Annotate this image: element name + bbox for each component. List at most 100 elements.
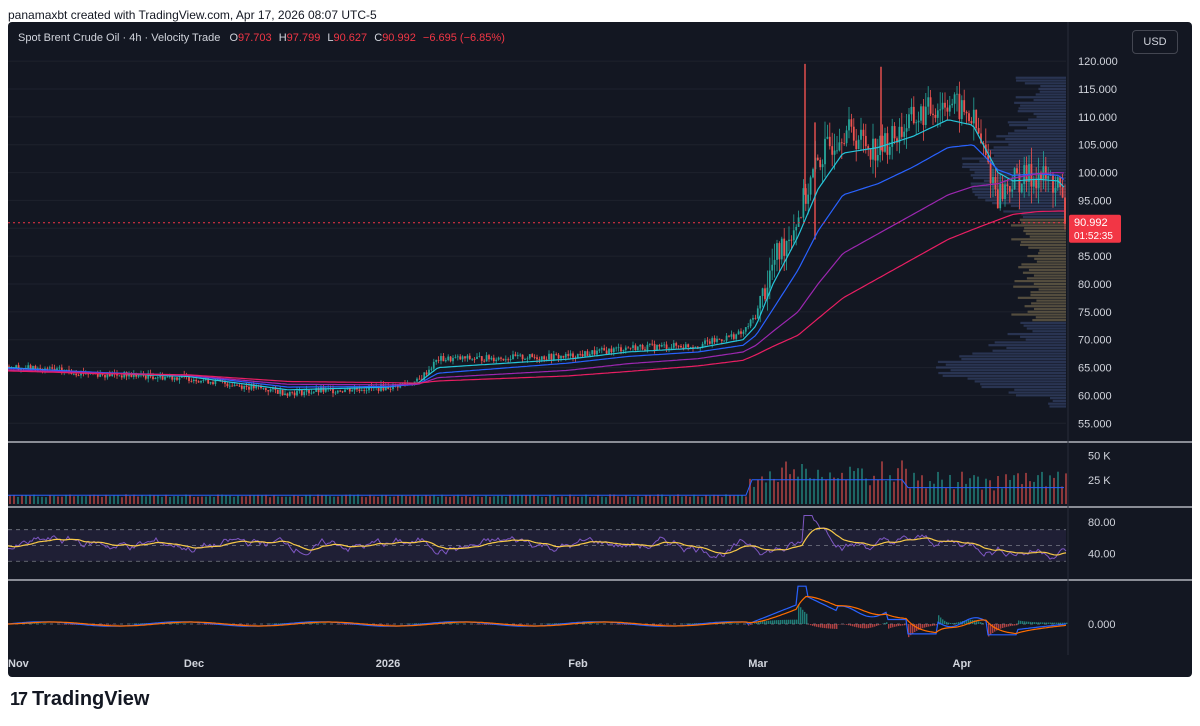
price-tick-label: 110.000 xyxy=(1078,112,1117,124)
candle-body xyxy=(939,109,942,111)
volume-bar xyxy=(837,478,839,504)
tradingview-brand[interactable]: 17 TradingView xyxy=(10,688,149,711)
macd-histogram-bar xyxy=(692,623,694,624)
volume-bar xyxy=(497,495,499,504)
volume-bar xyxy=(657,494,659,504)
volume-bar xyxy=(309,494,311,504)
candle-body xyxy=(723,340,726,342)
candle-body xyxy=(1032,179,1035,187)
volume-profile-bar xyxy=(974,193,1066,196)
volume-bar xyxy=(201,496,203,504)
candle-body xyxy=(804,188,807,204)
volume-bar xyxy=(505,496,507,504)
candle-body xyxy=(269,389,272,392)
chart-container[interactable]: 120.000 115.000 110.000 105.000 100.000 95.00… xyxy=(8,22,1192,677)
candle-body xyxy=(857,139,860,150)
symbol-title[interactable]: Spot Brent Crude Oil · 4h · Velocity Tra… xyxy=(18,32,221,44)
volume-bar xyxy=(641,497,643,504)
candle-body xyxy=(975,109,978,129)
candle-body xyxy=(812,169,814,178)
volume-bar xyxy=(561,496,563,504)
candle-body xyxy=(888,146,891,155)
macd-histogram-bar xyxy=(238,624,240,625)
candle-body xyxy=(459,356,462,360)
candle-body xyxy=(104,374,106,378)
volume-profile-bar xyxy=(993,146,1066,149)
candle-body xyxy=(58,367,61,369)
candle-body xyxy=(968,113,970,122)
candle-body xyxy=(879,135,882,156)
candle-body xyxy=(87,373,90,375)
candle-body xyxy=(120,375,123,378)
candle-body xyxy=(576,353,579,359)
volume-profile-bar xyxy=(1017,110,1066,113)
candle-body xyxy=(514,354,517,357)
volume-profile-bar xyxy=(1027,126,1066,129)
currency-button[interactable]: USD xyxy=(1132,30,1178,54)
volume-bar xyxy=(557,497,559,504)
volume-bar xyxy=(9,495,11,504)
macd-histogram-bar xyxy=(892,624,894,628)
macd-histogram-bar xyxy=(482,624,484,625)
candle-body xyxy=(915,122,918,124)
candle-body xyxy=(504,359,507,361)
volume-profile-bar xyxy=(942,374,1066,377)
volume-bar xyxy=(597,495,599,504)
macd-histogram-bar xyxy=(586,623,588,624)
volume-bar xyxy=(877,479,879,504)
volume-bar xyxy=(97,495,99,504)
volume-bar xyxy=(521,494,523,504)
candle-body xyxy=(188,375,190,381)
volume-profile-bar xyxy=(1033,274,1066,277)
macd-histogram-bar xyxy=(874,624,876,627)
volume-bar xyxy=(205,496,207,504)
moving-averages xyxy=(8,119,1065,391)
candle-body xyxy=(490,357,493,360)
candle-body xyxy=(732,334,735,339)
macd-histogram-bar xyxy=(378,624,380,625)
volume-bar xyxy=(101,496,103,504)
macd-histogram-bar xyxy=(1060,622,1062,624)
volume-bar xyxy=(701,497,703,504)
volume-profile-bar xyxy=(962,163,1066,166)
candle-body xyxy=(852,126,855,141)
macd-histogram-bar xyxy=(388,624,390,625)
macd-histogram-bar xyxy=(382,624,384,625)
candle-body xyxy=(831,146,834,155)
macd-histogram-bar xyxy=(34,623,36,624)
candle-body xyxy=(473,358,476,360)
volume-bar xyxy=(489,496,491,504)
volume-bar xyxy=(117,495,119,504)
macd-histogram-bar xyxy=(772,620,774,624)
macd-histogram-bar xyxy=(946,621,948,624)
volume-bar xyxy=(689,496,691,504)
candle-body xyxy=(267,390,270,392)
candle-body xyxy=(910,106,913,115)
macd-histogram-bar xyxy=(938,615,940,624)
macd-histogram-bar xyxy=(386,624,388,625)
volume-bar xyxy=(377,496,379,504)
volume-profile-bar xyxy=(970,182,1066,185)
macd-histogram-bar xyxy=(30,623,32,624)
macd-histogram-bar xyxy=(1000,624,1002,629)
volume-profile-bar xyxy=(1020,243,1066,246)
volume-bar xyxy=(449,496,451,504)
volume-profile-bar xyxy=(1014,280,1066,283)
candle-body xyxy=(312,391,315,393)
macd-histogram-bar xyxy=(448,623,450,624)
chart-canvas[interactable]: 120.000 115.000 110.000 105.000 100.000 95.00… xyxy=(8,22,1192,677)
candle-body xyxy=(420,378,423,380)
candle-body xyxy=(716,338,718,342)
macd-histogram-bar xyxy=(762,621,764,624)
candle-body xyxy=(497,357,500,360)
candle-body xyxy=(452,357,454,362)
candle-body xyxy=(20,368,22,371)
macd-histogram-bar xyxy=(990,624,992,635)
volume-bar xyxy=(517,494,519,504)
candle-body xyxy=(963,100,966,112)
macd-histogram-bar xyxy=(756,622,758,624)
time-tick-label: 2026 xyxy=(376,658,400,670)
candle-body xyxy=(476,356,478,360)
candle-body xyxy=(228,385,231,387)
candle-body xyxy=(581,354,584,357)
